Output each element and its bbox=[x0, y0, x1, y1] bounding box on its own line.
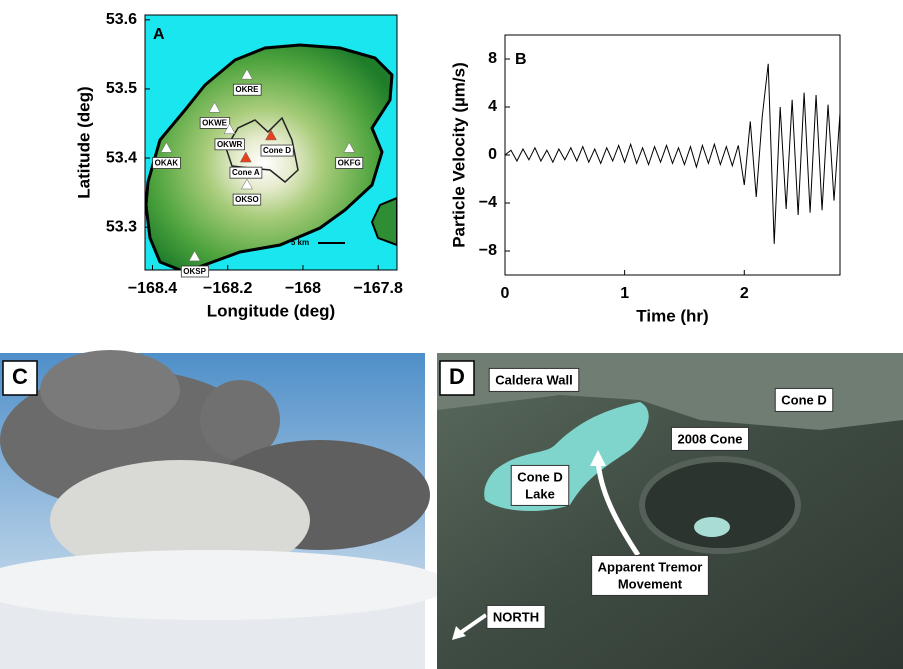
cone-2008 bbox=[642, 459, 798, 551]
figure: −168.4 −168.2 −168 −167.8 53.3 53.4 53.5 53.6 Lo… bbox=[0, 0, 903, 669]
station-label: Cone A bbox=[232, 168, 260, 177]
annotation: Cone D bbox=[517, 469, 563, 484]
y-tick-label: −4 bbox=[479, 194, 497, 211]
y-tick-label: 53.5 bbox=[106, 80, 137, 97]
panel-label: B bbox=[515, 51, 527, 68]
x-tick-label: −168 bbox=[285, 280, 321, 297]
plot-frame bbox=[505, 35, 840, 275]
station-label: Cone D bbox=[263, 146, 291, 155]
x-tick-label: −167.8 bbox=[353, 280, 402, 297]
x-axis-label: Time (hr) bbox=[636, 306, 708, 325]
annotation: Apparent Tremor bbox=[598, 559, 703, 574]
y-axis-label: Latitude (deg) bbox=[74, 86, 93, 198]
station-label: OKWE bbox=[202, 118, 228, 127]
y-tick-label: 53.4 bbox=[106, 149, 137, 166]
y-tick-label: 4 bbox=[488, 98, 497, 115]
annotation: Caldera Wall bbox=[495, 372, 573, 387]
seismogram bbox=[505, 64, 840, 244]
photo-c bbox=[0, 350, 450, 669]
x-tick-label: 2 bbox=[740, 285, 749, 302]
annotation: Lake bbox=[525, 486, 555, 501]
y-tick-label: 8 bbox=[488, 50, 497, 67]
x-tick-label: −168.4 bbox=[128, 280, 177, 297]
x-tick-label: −168.2 bbox=[203, 280, 252, 297]
annotation: Cone D bbox=[781, 392, 827, 407]
panel-label: D bbox=[449, 364, 465, 389]
annotation: Movement bbox=[618, 576, 683, 591]
station-label: OKAK bbox=[155, 158, 179, 167]
y-tick-label: −8 bbox=[479, 242, 497, 259]
scale-label: 5 km bbox=[291, 238, 309, 247]
ash-cloud bbox=[40, 350, 180, 430]
y-tick-label: 0 bbox=[488, 146, 497, 163]
station-label: OKSP bbox=[183, 267, 206, 276]
station-label: OKFG bbox=[338, 158, 361, 167]
panel-label: C bbox=[12, 364, 28, 389]
x-axis-label: Longitude (deg) bbox=[207, 301, 335, 320]
x-tick-label: 1 bbox=[620, 285, 629, 302]
page: {"chart_data": [ {"type": "map", "panel_… bbox=[0, 0, 903, 669]
annotation: 2008 Cone bbox=[677, 431, 742, 446]
y-tick-label: 53.3 bbox=[106, 218, 137, 235]
annotation: NORTH bbox=[493, 609, 539, 624]
y-tick-label: 53.6 bbox=[106, 11, 137, 28]
map-background bbox=[145, 15, 397, 272]
crater-lake bbox=[694, 517, 730, 537]
y-axis-label: Particle Velocity (µm/s) bbox=[449, 62, 468, 248]
station-label: OKRE bbox=[235, 85, 259, 94]
station-label: OKWR bbox=[217, 140, 243, 149]
panel-label: A bbox=[153, 26, 165, 43]
station-label: OKSO bbox=[235, 195, 259, 204]
x-tick-label: 0 bbox=[501, 285, 510, 302]
